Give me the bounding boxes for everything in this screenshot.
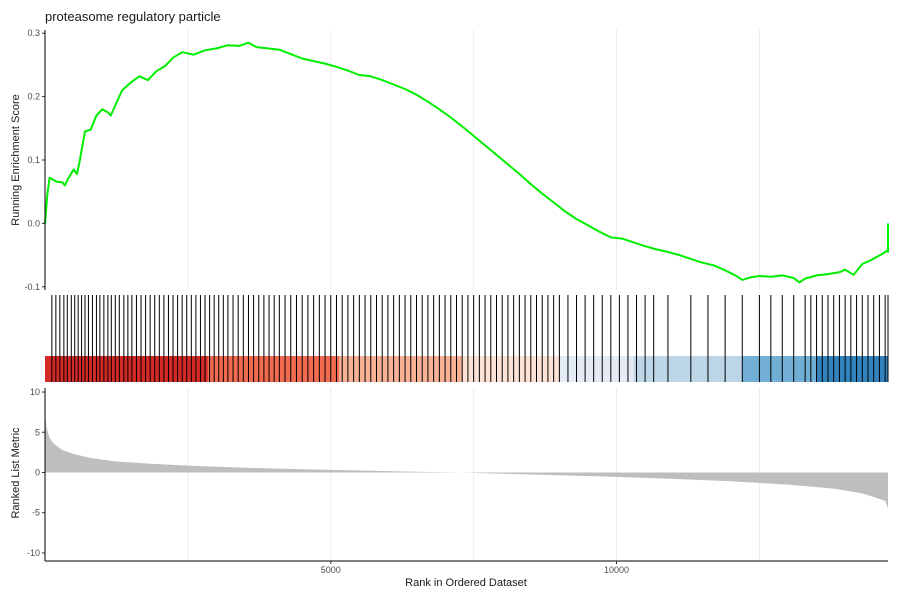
es-y-tick-label: 0.3 bbox=[27, 28, 40, 38]
ranked-metric-panel bbox=[45, 414, 888, 560]
rank-color-band bbox=[339, 356, 463, 382]
rank-color-band bbox=[559, 356, 634, 382]
gene-hits-panel bbox=[45, 295, 889, 382]
es-y-tick-label: 0.0 bbox=[27, 218, 40, 228]
rank-color-band bbox=[742, 356, 817, 382]
ranked-metric-area bbox=[45, 414, 888, 560]
rank-y-tick-label: 0 bbox=[35, 467, 40, 477]
es-y-tick-label: 0.1 bbox=[27, 155, 40, 165]
chart-title: proteasome regulatory particle bbox=[45, 9, 221, 24]
x-axis-label: Rank in Ordered Dataset bbox=[405, 577, 527, 589]
rank-color-band bbox=[207, 356, 340, 382]
enrichment-score-line bbox=[44, 41, 889, 284]
x-tick-label: 5000 bbox=[321, 565, 341, 575]
rank-color-band bbox=[462, 356, 560, 382]
es-y-tick-label: -0.1 bbox=[24, 282, 40, 292]
rank-color-band bbox=[633, 356, 743, 382]
grid-layer bbox=[187, 30, 760, 561]
es-y-axis-label: Running Enrichment Score bbox=[10, 94, 22, 225]
rank-y-tick-label: 5 bbox=[35, 427, 40, 437]
axes-layer: -0.1 0.0 0.1 0.2 0.3 -10 -5 0 5 10 5000 10000 bbox=[24, 28, 888, 575]
rank-y-axis-label: Ranked List Metric bbox=[10, 427, 22, 519]
x-tick-label: 10000 bbox=[604, 565, 629, 575]
rank-y-tick-label: 10 bbox=[30, 387, 40, 397]
rank-color-band bbox=[45, 356, 208, 382]
rank-color-band bbox=[816, 356, 888, 382]
enrichment-score-panel bbox=[44, 41, 889, 284]
rank-y-tick-label: -10 bbox=[27, 548, 40, 558]
es-y-tick-label: 0.2 bbox=[27, 92, 40, 102]
rank-y-tick-label: -5 bbox=[32, 508, 40, 518]
